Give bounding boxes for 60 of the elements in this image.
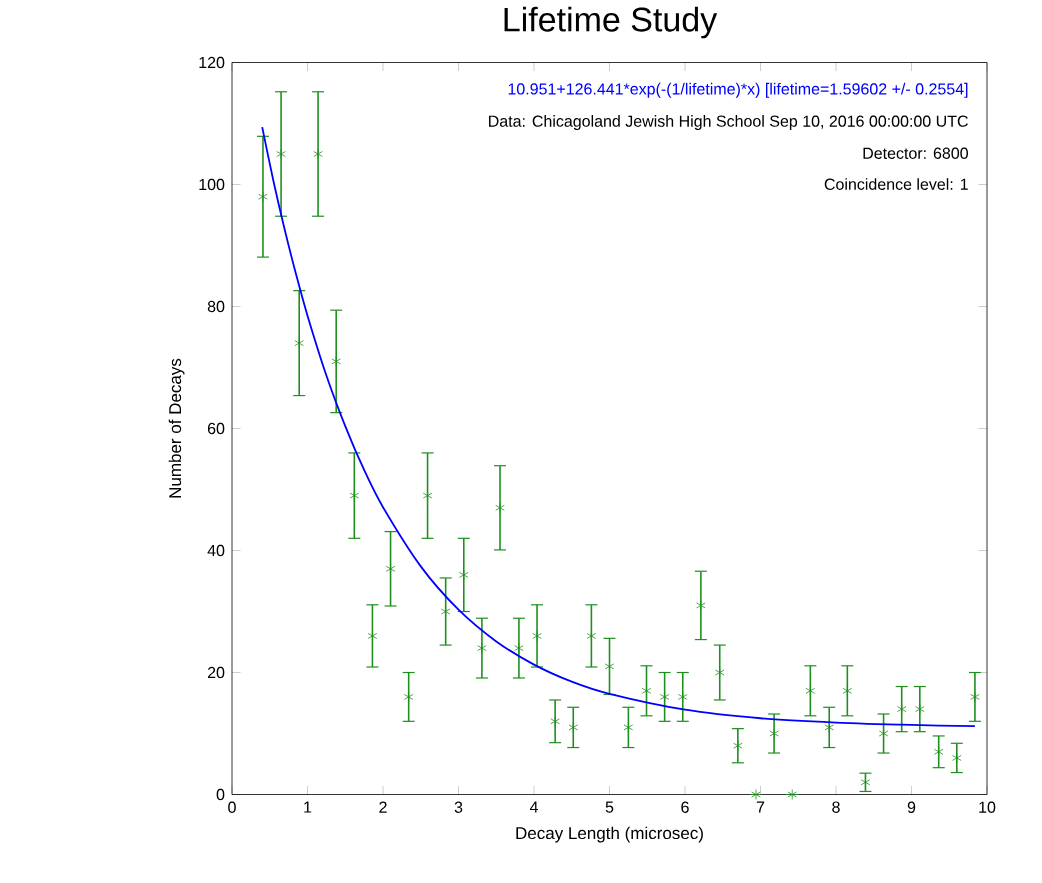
x-tick-label: 9 <box>907 801 916 814</box>
point <box>751 789 761 801</box>
point <box>403 691 414 703</box>
annotation: Coincidence level: 1 <box>824 178 968 191</box>
point <box>477 642 487 654</box>
x-tick-label: 8 <box>832 801 840 814</box>
point <box>367 630 378 642</box>
point <box>659 691 670 703</box>
y-tick-label: 40 <box>207 545 225 557</box>
point <box>952 752 962 764</box>
point <box>313 148 323 160</box>
y-tick-label: 120 <box>199 57 225 69</box>
point <box>532 630 542 642</box>
annotation: Data: Chicagoland Jewish High School Sep 10, 2016 00:00:00 UTC <box>489 115 968 131</box>
x-tick-label: 0 <box>228 801 236 814</box>
point <box>623 722 634 734</box>
point <box>678 691 688 703</box>
y-tick-label: 20 <box>207 667 225 679</box>
point <box>276 148 286 160</box>
point <box>933 746 944 758</box>
chart-title: Lifetime Study <box>504 6 718 39</box>
point <box>824 722 834 734</box>
x-tick-label: 7 <box>756 801 765 813</box>
point <box>258 191 268 203</box>
point <box>514 642 524 654</box>
y-tick-label: 100 <box>199 179 225 191</box>
point <box>294 337 304 349</box>
point <box>349 490 360 502</box>
annotation: Detector: 6800 <box>863 147 968 160</box>
point <box>805 685 816 697</box>
text: 10.951+126.441*exp(-(1/lifetime)*x) [lifetime=1.59602 +/- 0.2554] <box>508 83 968 99</box>
y-axis-title: Number of Decays <box>168 359 185 498</box>
point <box>440 606 451 618</box>
point <box>787 789 797 801</box>
point <box>769 728 779 740</box>
x-tick-label: 3 <box>454 801 463 814</box>
x-tick-label: 4 <box>529 801 538 813</box>
y-tick-label: 0 <box>216 789 225 801</box>
y-tick-label: 60 <box>207 423 225 435</box>
point <box>715 667 725 679</box>
point <box>550 716 560 727</box>
point <box>331 356 341 368</box>
point <box>586 630 597 642</box>
point <box>860 777 871 788</box>
x-tick-label: 1 <box>304 801 312 813</box>
x-tick-label: 2 <box>379 801 387 813</box>
y-tick-label: 80 <box>207 301 225 313</box>
point <box>495 502 505 514</box>
point <box>970 691 980 703</box>
x-tick-label: 10 <box>979 801 996 814</box>
point <box>568 722 578 734</box>
point <box>896 703 907 715</box>
point <box>915 703 925 715</box>
point <box>696 600 706 612</box>
point <box>733 740 743 752</box>
x-axis-title: Decay Length (microsec) <box>516 826 703 843</box>
point <box>459 569 469 581</box>
x-tick-label: 6 <box>681 801 689 814</box>
point <box>842 685 853 697</box>
x-tick-label: 5 <box>605 801 614 813</box>
